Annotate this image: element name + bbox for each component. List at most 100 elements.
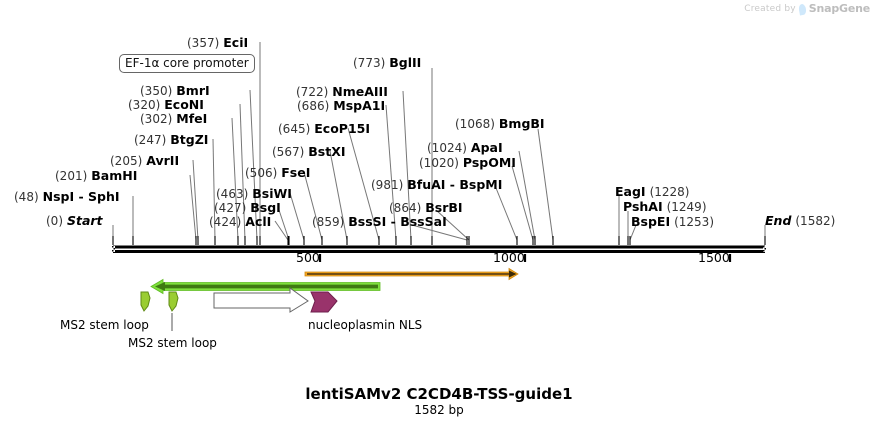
enzyme-label-btgzi[interactable]: (247) BtgZI	[134, 133, 208, 147]
enzyme-label-pshai[interactable]: PshAI (1249)	[623, 200, 707, 214]
orange-forward-arrow-feature[interactable]	[304, 267, 519, 281]
enzyme-name: FseI	[281, 165, 311, 180]
enzyme-position: (1253)	[674, 215, 714, 229]
enzyme-position: (48)	[14, 190, 39, 204]
enzyme-label-bmri[interactable]: (350) BmrI	[140, 84, 210, 98]
ruler-label-1000: 1000	[493, 250, 525, 265]
enzyme-label-bstxi[interactable]: (567) BstXI	[272, 145, 346, 159]
enzyme-label-bsrbi[interactable]: (864) BsrBI	[389, 201, 463, 215]
enzyme-label-avrii[interactable]: (205) AvrII	[110, 154, 179, 168]
enzyme-position: (205)	[110, 154, 143, 168]
enzyme-label-bfuai-bspmi[interactable]: (981) BfuAI - BspMI	[371, 178, 502, 192]
enzyme-position: (686)	[297, 99, 330, 113]
enzyme-position: (427)	[214, 201, 247, 215]
enzyme-name: BssSI - BssSaI	[348, 214, 447, 229]
feature-label-ms2-stem-loop-2[interactable]: MS2 stem loop	[128, 336, 217, 350]
feature-label-nucleoplasmin-nls[interactable]: nucleoplasmin NLS	[308, 318, 423, 332]
ruler-ticks	[318, 254, 732, 262]
enzyme-position: (859)	[312, 215, 345, 229]
enzyme-name: BfuAI - BspMI	[407, 177, 503, 192]
map-subtitle: 1582 bp	[414, 403, 464, 417]
enzyme-name: BmrI	[176, 83, 210, 98]
enzyme-name: BmgBI	[498, 116, 545, 131]
enzyme-name: ApaI	[470, 140, 503, 155]
enzyme-position: (1249)	[666, 200, 707, 214]
enzyme-label-bspei[interactable]: BspEI (1253)	[631, 215, 714, 229]
watermark-prefix: Created by	[744, 3, 796, 14]
enzyme-label-bamhi[interactable]: (201) BamHI	[55, 169, 137, 183]
enzyme-position: (864)	[389, 201, 422, 215]
enzyme-name: BglII	[389, 55, 422, 70]
watermark-brand: SnapGene	[808, 2, 870, 15]
enzyme-position: (567)	[272, 145, 305, 159]
ruler-label-500: 500	[296, 250, 320, 265]
enzyme-position: (1024)	[427, 141, 467, 155]
enzyme-label-mspa1i[interactable]: (686) MspA1I	[297, 99, 385, 113]
enzyme-label-bsssi-bssaai[interactable]: (859) BssSI - BssSaI	[312, 215, 447, 229]
enzyme-position: (424)	[209, 215, 242, 229]
white-forward-arrow-feature[interactable]	[213, 287, 309, 313]
enzyme-label-mfei[interactable]: (302) MfeI	[140, 112, 207, 126]
enzyme-position: (722)	[296, 85, 329, 99]
enzyme-position: (350)	[140, 84, 173, 98]
end-text: End	[765, 213, 792, 228]
enzyme-position: (302)	[140, 112, 173, 126]
enzyme-label-fsei[interactable]: (506) FseI	[245, 166, 310, 180]
enzyme-label-eagi[interactable]: EagI (1228)	[615, 185, 689, 199]
enzyme-position: (247)	[134, 133, 167, 147]
feature-track	[140, 267, 519, 331]
enzyme-name: EcoNI	[164, 97, 204, 112]
enzyme-label-nspi-sphi[interactable]: (48) NspI - SphI	[14, 190, 120, 204]
enzyme-name: BspEI	[631, 214, 671, 229]
sequence-backbone	[112, 236, 766, 262]
enzyme-name: AclI	[245, 214, 272, 229]
enzyme-name: NmeAIII	[332, 84, 388, 99]
enzyme-position: (1068)	[455, 117, 495, 131]
enzyme-name: PshAI	[623, 199, 663, 214]
enzyme-name: BsgI	[250, 200, 281, 215]
enzyme-name: BtgZI	[170, 132, 209, 147]
snapgene-watermark: Created by SnapGene	[744, 2, 870, 16]
green-reverse-arrow-feature[interactable]	[150, 278, 381, 295]
enzyme-label-acli[interactable]: (424) AclI	[209, 215, 271, 229]
enzyme-name: EcoP15I	[314, 121, 371, 136]
enzyme-position: (981)	[371, 178, 404, 192]
enzyme-name: MspA1I	[333, 98, 386, 113]
enzyme-position: (506)	[245, 166, 278, 180]
leader-lines	[112, 42, 766, 241]
enzyme-name: BstXI	[308, 144, 346, 159]
start-position: (0)	[46, 214, 63, 228]
enzyme-name: EciI	[223, 35, 249, 50]
enzyme-position: (1228)	[649, 185, 690, 199]
enzyme-name: BsiWI	[252, 186, 292, 201]
enzyme-position: (201)	[55, 169, 88, 183]
enzyme-position: (357)	[187, 36, 220, 50]
ef1a-core-promoter-box[interactable]: EF-1α core promoter	[119, 54, 255, 73]
enzyme-name: PspOMI	[462, 155, 516, 170]
enzyme-label-ecop15i[interactable]: (645) EcoP15I	[278, 122, 370, 136]
nucleoplasmin-nls-feature[interactable]	[310, 291, 338, 313]
enzyme-label-bglii[interactable]: (773) BglII	[353, 56, 421, 70]
ms2-stem-loop-2-feature[interactable]	[168, 291, 179, 312]
map-title: lentiSAMv2 C2CD4B-TSS-guide1	[305, 385, 573, 403]
enzyme-label-ecii[interactable]: (357) EciI	[187, 36, 248, 50]
enzyme-name: EagI	[615, 184, 646, 199]
ms2-stem-loop-1-feature[interactable]	[140, 291, 151, 312]
enzyme-label-nmeaiii[interactable]: (722) NmeAIII	[296, 85, 388, 99]
enzyme-name: AvrII	[146, 153, 180, 168]
feature-label-ms2-stem-loop-1[interactable]: MS2 stem loop	[60, 318, 149, 332]
enzyme-label-bmgbi[interactable]: (1068) BmgBI	[455, 117, 545, 131]
enzyme-label-pspomi[interactable]: (1020) PspOMI	[419, 156, 516, 170]
start-text: Start	[66, 213, 103, 228]
enzyme-name: BamHI	[91, 168, 138, 183]
enzyme-label-bsgi[interactable]: (427) BsgI	[214, 201, 281, 215]
enzyme-label-apai[interactable]: (1024) ApaI	[427, 141, 503, 155]
enzyme-position: (463)	[216, 187, 249, 201]
ruler-label-1500: 1500	[698, 250, 730, 265]
enzyme-position: (1020)	[419, 156, 459, 170]
enzyme-name: MfeI	[176, 111, 208, 126]
enzyme-label-econi[interactable]: (320) EcoNI	[128, 98, 204, 112]
enzyme-name: BsrBI	[425, 200, 463, 215]
enzyme-label-bsiwi[interactable]: (463) BsiWI	[216, 187, 292, 201]
